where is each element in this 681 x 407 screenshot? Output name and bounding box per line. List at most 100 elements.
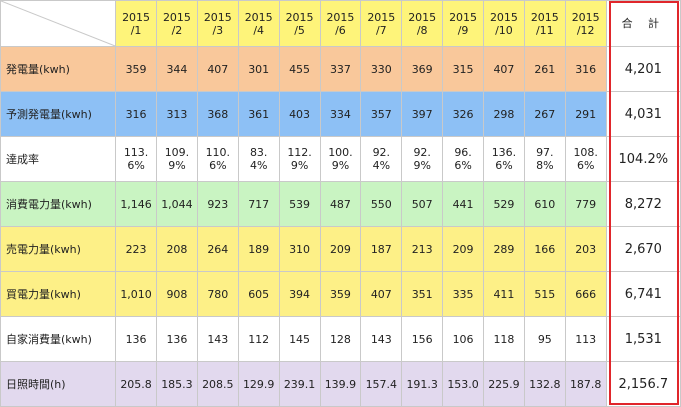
self-consumption-row: 自家消費量(kwh) 136 136 143 112 145 128 143 156 106 118… <box>0 316 681 362</box>
table-cell: 96. 6% <box>442 136 484 182</box>
month-header: 2015 /3 <box>196 0 239 47</box>
table-cell: 403 <box>278 91 321 137</box>
table-cell: 344 <box>156 46 198 92</box>
table-cell: 118 <box>483 316 525 362</box>
achievement-rate-row: 達成率 113. 6% 109. 9% 110. 6% 83. 4% 112. 9% 100… <box>0 136 681 182</box>
table-cell: 291 <box>564 91 607 137</box>
table-cell: 261 <box>523 46 566 92</box>
table-cell: 106 <box>442 316 484 362</box>
table-cell: 145 <box>278 316 321 362</box>
consumption-row: 消費電力量(kwh) 1,146 1,044 923 717 539 487 550 507 44… <box>0 181 681 227</box>
row-label: 自家消費量(kwh) <box>0 316 117 362</box>
table-cell: 92. 4% <box>360 136 403 182</box>
table-cell: 225.9 <box>483 361 525 407</box>
table-cell: 143 <box>360 316 403 362</box>
table-cell: 112. 9% <box>278 136 321 182</box>
table-cell: 397 <box>401 91 444 137</box>
table-cell: 191.3 <box>401 361 444 407</box>
table-cell: 313 <box>156 91 198 137</box>
table-cell: 529 <box>483 181 525 227</box>
month-header: 2015 /2 <box>156 0 198 47</box>
table-cell: 610 <box>523 181 566 227</box>
table-cell: 95 <box>523 316 566 362</box>
table-cell: 1,010 <box>115 271 157 317</box>
table-cell: 209 <box>442 226 484 272</box>
row-total: 104.2% <box>605 136 681 182</box>
table-cell: 128 <box>319 316 362 362</box>
table-cell: 441 <box>442 181 484 227</box>
table-cell: 143 <box>196 316 239 362</box>
table-cell: 209 <box>319 226 362 272</box>
row-label: 発電量(kwh) <box>0 46 117 92</box>
table-cell: 487 <box>319 181 362 227</box>
table-cell: 455 <box>278 46 321 92</box>
diagonal-divider <box>1 1 115 46</box>
month-header: 2015 /9 <box>442 0 484 47</box>
table-cell: 136 <box>115 316 157 362</box>
table-cell: 539 <box>278 181 321 227</box>
table-cell: 359 <box>319 271 362 317</box>
table-cell: 157.4 <box>360 361 403 407</box>
table-cell: 394 <box>278 271 321 317</box>
table-cell: 326 <box>442 91 484 137</box>
table-cell: 264 <box>196 226 239 272</box>
table-cell: 166 <box>523 226 566 272</box>
predicted-generation-row: 予測発電量(kwh) 316 313 368 361 403 334 357 397 326 298… <box>0 91 681 137</box>
table-cell: 908 <box>156 271 198 317</box>
row-label: 売電力量(kwh) <box>0 226 117 272</box>
table-cell: 779 <box>564 181 607 227</box>
table-cell: 361 <box>237 91 280 137</box>
table-cell: 109. 9% <box>156 136 198 182</box>
table-cell: 337 <box>319 46 362 92</box>
table-cell: 330 <box>360 46 403 92</box>
row-total: 4,031 <box>605 91 681 137</box>
table-cell: 316 <box>564 46 607 92</box>
table-cell: 100. 9% <box>319 136 362 182</box>
table-cell: 97. 8% <box>523 136 566 182</box>
generation-row: 発電量(kwh) 359 344 407 301 455 337 330 369 315 407 26… <box>0 46 681 92</box>
table-cell: 1,146 <box>115 181 157 227</box>
month-header: 2015 /6 <box>319 0 362 47</box>
table-cell: 267 <box>523 91 566 137</box>
header-row: 2015 /1 2015 /2 2015 /3 2015 /4 2015 /5 2015 … <box>0 0 681 47</box>
table-cell: 139.9 <box>319 361 362 407</box>
table-cell: 208 <box>156 226 198 272</box>
table-cell: 717 <box>237 181 280 227</box>
table-cell: 666 <box>564 271 607 317</box>
table-cell: 132.8 <box>523 361 566 407</box>
table-cell: 213 <box>401 226 444 272</box>
table-cell: 515 <box>523 271 566 317</box>
table-cell: 923 <box>196 181 239 227</box>
month-header: 2015 /8 <box>401 0 444 47</box>
row-label: 買電力量(kwh) <box>0 271 117 317</box>
table-cell: 136. 6% <box>483 136 525 182</box>
total-header: 合 計 <box>605 0 681 47</box>
table-cell: 407 <box>483 46 525 92</box>
row-total: 2,670 <box>605 226 681 272</box>
table-cell: 205.8 <box>115 361 157 407</box>
table-cell: 351 <box>401 271 444 317</box>
table-cell: 185.3 <box>156 361 198 407</box>
table-cell: 301 <box>237 46 280 92</box>
row-label: 日照時間(h) <box>0 361 117 407</box>
table-cell: 334 <box>319 91 362 137</box>
table-cell: 507 <box>401 181 444 227</box>
table-cell: 92. 9% <box>401 136 444 182</box>
table-cell: 153.0 <box>442 361 484 407</box>
bought-power-row: 買電力量(kwh) 1,010 908 780 605 394 359 407 351 335 41… <box>0 271 681 317</box>
table-cell: 129.9 <box>237 361 280 407</box>
table-cell: 411 <box>483 271 525 317</box>
table-cell: 369 <box>401 46 444 92</box>
table-cell: 368 <box>196 91 239 137</box>
table-cell: 605 <box>237 271 280 317</box>
table-cell: 289 <box>483 226 525 272</box>
table-cell: 208.5 <box>196 361 239 407</box>
table-cell: 113 <box>564 316 607 362</box>
table-cell: 407 <box>196 46 239 92</box>
table-cell: 108. 6% <box>564 136 607 182</box>
row-total: 2,156.7 <box>605 361 681 407</box>
month-header: 2015 /1 <box>115 0 157 47</box>
sold-power-row: 売電力量(kwh) 223 208 264 189 310 209 187 213 209 289 1… <box>0 226 681 272</box>
row-total: 8,272 <box>605 181 681 227</box>
month-header: 2015 /11 <box>523 0 566 47</box>
